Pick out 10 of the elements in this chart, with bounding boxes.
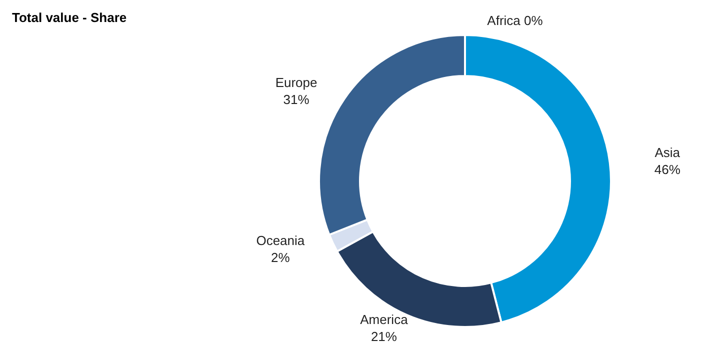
category-label: Africa 0% <box>487 13 543 28</box>
data-label: 46% <box>654 162 681 177</box>
slice-label: Europe <box>275 75 318 90</box>
data-label: 2% <box>271 250 290 266</box>
slice-label: Oceania <box>256 233 306 248</box>
slice-label: America <box>360 312 409 327</box>
text: Total value - Share <box>12 10 127 25</box>
data-label: 31% <box>283 92 310 108</box>
slice-label: Asia <box>654 144 681 160</box>
data-label: 21% <box>370 328 398 344</box>
